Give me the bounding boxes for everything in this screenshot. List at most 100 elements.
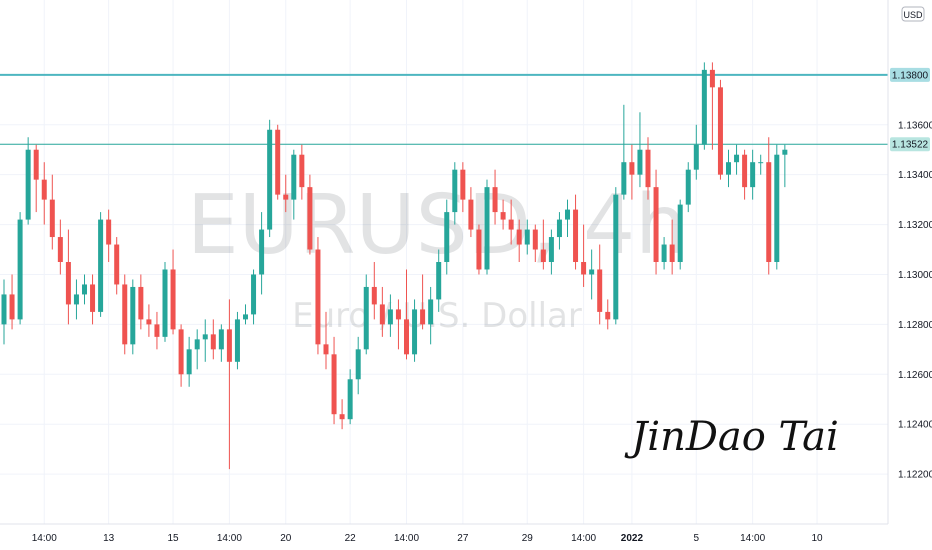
candle-body [73,294,79,305]
candle [218,324,224,362]
candle-body [597,269,603,312]
candle [299,144,305,200]
candle-body [589,269,595,275]
candle [170,249,176,335]
candle-body [291,154,297,200]
candle-body [621,162,627,195]
candle [709,62,715,150]
candle [323,311,329,370]
candle-body [114,244,120,285]
watermark-description: Euro / U.S. Dollar [292,296,582,336]
candle-body [484,187,490,270]
candle-body [605,311,611,320]
time-tick-label: 14:00 [217,533,242,544]
candle [98,212,104,317]
candle-body [17,219,23,320]
candle [758,154,764,175]
candle [379,286,385,337]
candle-body [25,149,31,220]
candle [597,244,603,325]
candle-body [226,329,232,362]
candle-body [90,284,96,312]
candle-body [460,169,466,200]
candle [363,274,369,355]
candle-body [669,244,675,262]
time-tick-label: 27 [457,533,469,544]
currency-badge[interactable]: USD [901,6,925,22]
time-tick-label: 29 [522,533,534,544]
price-tick-label: 1.12200 [898,470,932,481]
candle [90,274,96,325]
candle-body [420,309,426,325]
price-tick-label: 1.12600 [898,370,932,381]
candle [532,224,538,262]
time-tick-label: 14:00 [571,533,596,544]
candle-body [685,169,691,205]
price-tick-label: 1.12400 [898,420,932,431]
candle [17,212,23,325]
candle [508,199,514,245]
candle-body [202,334,208,340]
candle-body [122,284,128,345]
candle-body [693,144,699,170]
candle [669,219,675,275]
horizontal-lines: 1.13800 1.13522 [0,67,930,152]
candle [178,324,184,387]
candle [693,124,699,180]
candle [33,144,39,213]
candle [259,212,265,295]
candle [726,149,731,188]
candle [420,274,426,330]
candle-body [98,219,104,312]
candle-body [766,162,772,262]
candle [565,199,570,238]
candle-body [355,349,361,380]
candle [645,137,651,200]
candle-body [758,162,764,164]
candle-body [782,149,788,155]
candle [653,169,659,275]
candle-body [379,304,385,325]
time-tick-label: 14:00 [32,533,57,544]
candle [476,224,482,275]
price-tick-label: 1.13200 [898,220,932,231]
candle [452,162,458,225]
candle [629,144,635,200]
candle-body [404,319,409,355]
candle [613,187,619,325]
candle [685,162,691,213]
candle-body [33,149,39,180]
candle-body [726,162,731,175]
candle-body [363,286,369,350]
candle-body [234,319,240,362]
horizontal-line-price-tag [890,137,930,152]
candle-body [186,349,192,375]
candle-body [41,179,47,200]
candle [146,304,152,337]
time-tick-label: 14:00 [394,533,419,544]
candle-body [146,319,152,325]
candle [742,149,748,200]
candle [677,199,683,270]
candle-body [178,329,184,375]
candle [524,219,530,255]
candle-body [750,162,756,188]
candle-body [629,162,635,175]
candle [484,179,490,275]
candle [717,79,723,180]
candle-body [339,414,345,420]
currency-badge-box[interactable] [901,6,925,22]
candle [307,174,313,255]
candle-body [500,212,506,220]
candle [701,62,707,150]
candle [65,229,71,325]
candle [283,174,289,213]
candle-body [701,69,707,145]
candle [210,319,216,360]
candle-body [218,329,224,350]
candle-body [347,379,353,420]
candle-body [444,212,450,262]
candle [243,304,248,325]
